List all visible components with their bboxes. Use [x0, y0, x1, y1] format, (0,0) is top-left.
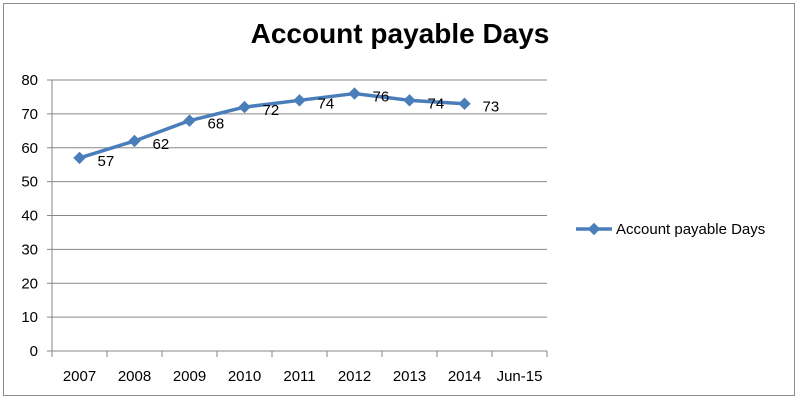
x-tick-label: 2012 — [338, 368, 371, 385]
chart-title: Account payable Days — [250, 18, 550, 49]
x-tick-label: 2010 — [228, 368, 261, 385]
data-point-marker — [128, 134, 141, 148]
data-point-marker — [293, 94, 306, 107]
data-label: 62 — [153, 136, 170, 153]
data-label: 68 — [208, 116, 225, 133]
y-tick-label: 50 — [21, 174, 38, 191]
legend-marker — [587, 222, 601, 236]
x-tick-label: 2013 — [393, 368, 426, 385]
data-label: 72 — [263, 102, 280, 119]
y-tick-label: 10 — [21, 309, 38, 326]
y-tick-label: 60 — [21, 140, 38, 157]
x-tick-label: 2014 — [448, 368, 481, 385]
y-tick-label: 40 — [21, 208, 38, 225]
data-point-marker — [348, 87, 361, 100]
data-point-marker — [73, 151, 86, 165]
x-tick-label: 2009 — [173, 368, 206, 385]
data-point-marker — [238, 100, 251, 114]
legend-label: Account payable Days — [616, 221, 765, 238]
x-tick-label: 2011 — [283, 368, 315, 385]
data-label: 76 — [373, 89, 390, 106]
series-line — [78, 91, 465, 160]
y-tick-label: 70 — [21, 106, 38, 123]
y-tick-label: 0 — [30, 343, 38, 360]
x-tick-label: 2007 — [63, 368, 96, 385]
y-tick-label: 30 — [21, 241, 38, 258]
y-tick-label: 80 — [21, 72, 38, 89]
chart-frame — [3, 3, 795, 396]
data-label: 73 — [483, 99, 500, 116]
data-point-marker — [458, 97, 471, 110]
data-label: 74 — [318, 95, 335, 112]
x-tick-label: 2008 — [118, 368, 151, 385]
data-label: 57 — [98, 153, 115, 170]
y-tick-label: 20 — [21, 275, 38, 292]
x-tick-label: Jun-15 — [497, 368, 543, 385]
data-point-marker — [183, 114, 196, 127]
data-point-marker — [403, 94, 416, 107]
data-label: 74 — [428, 95, 445, 112]
